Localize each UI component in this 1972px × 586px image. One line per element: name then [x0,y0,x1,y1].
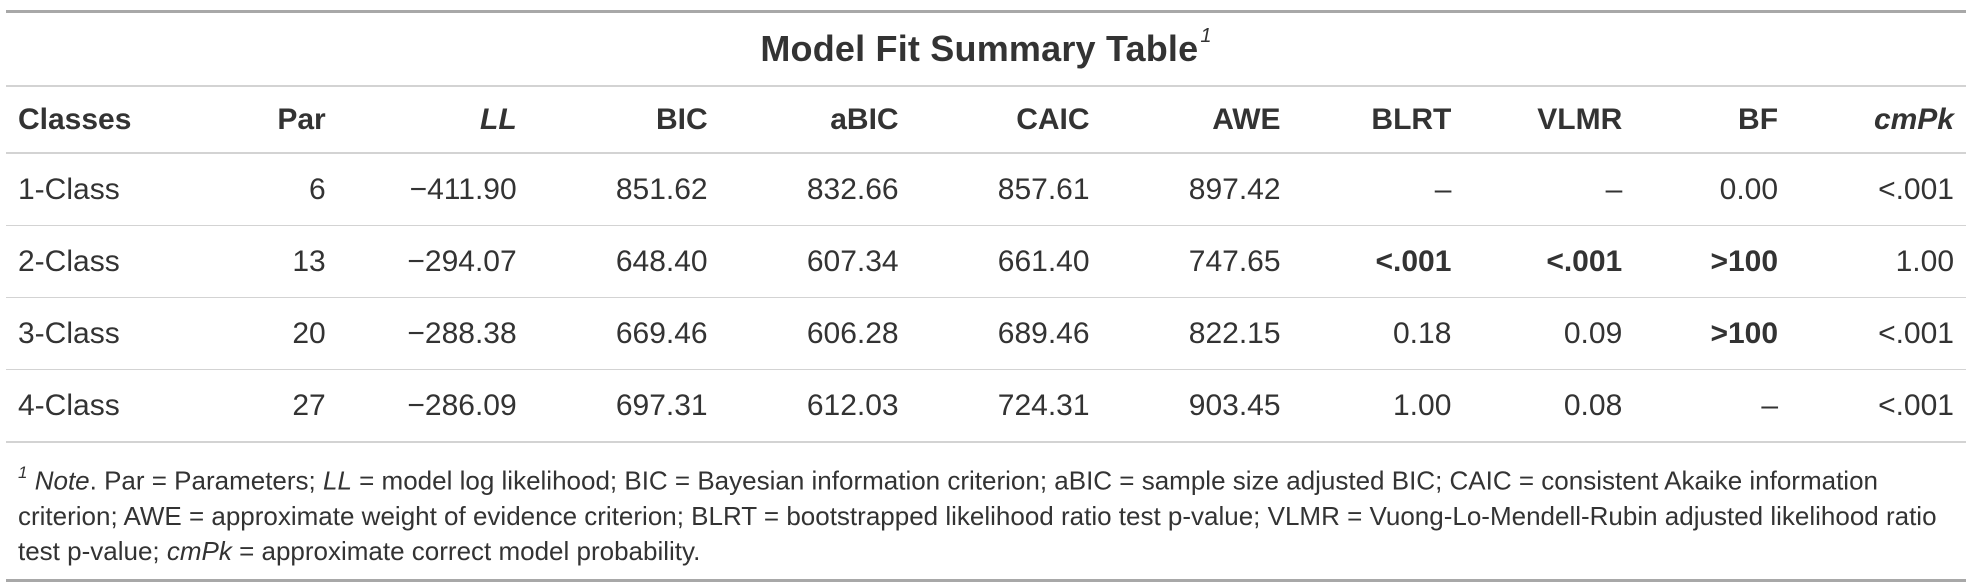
table-cell-par: 20 [186,297,338,370]
table-cell-vlmr: <.001 [1463,225,1635,298]
column-header-blrt: BLRT [1292,87,1464,154]
model-fit-table: Model Fit Summary Table 1 Classes Par LL BIC… [6,10,1966,582]
table-cell-vlmr: – [1463,153,1635,226]
table-cell-abic: 607.34 [719,225,911,298]
table-cell-caic: 724.31 [910,369,1102,443]
table-cell-caic: 857.61 [910,153,1102,226]
column-header-bic: BIC [528,87,720,154]
table-cell-vlmr: 0.08 [1463,369,1635,443]
table-row: 2-Class 13 −294.07 648.40 607.34 661.40 747.65… [6,225,1966,298]
table-cell-abic: 612.03 [719,369,911,443]
table-cell-blrt: 1.00 [1292,369,1464,443]
table-cell-classes: 3-Class [6,297,187,370]
footnote-text: . Par = Parameters; LL = model log likel… [18,466,1937,566]
table-cell-cmpk: <.001 [1790,153,1966,226]
table-cell-bf: >100 [1634,225,1791,298]
column-header-awe: AWE [1101,87,1293,154]
table-cell-blrt: – [1292,153,1464,226]
table-cell-ll: −294.07 [337,225,529,298]
title-footnote-mark: 1 [1200,25,1212,47]
table-cell-classes: 4-Class [6,369,187,443]
footnote-segment: = model log likelihood; BIC = Bayesian i… [18,465,1937,566]
column-header-cmpk: cmPk [1790,87,1966,154]
table-body: 1-Class 6 −411.90 851.62 832.66 857.61 897.42–… [6,153,1966,443]
footnote-segment: LL [323,465,352,496]
table-row: 4-Class 27 −286.09 697.31 612.03 724.31 903.45… [6,369,1966,443]
table-cell-classes: 2-Class [6,225,187,298]
table-cell-blrt: 0.18 [1292,297,1464,370]
column-header-vlmr: VLMR [1463,87,1635,154]
column-header-caic: CAIC [910,87,1102,154]
footnote-mark: 1 [18,463,28,482]
table-row: 1-Class 6 −411.90 851.62 832.66 857.61 897.42–… [6,153,1966,226]
table-cell-caic: 661.40 [910,225,1102,298]
column-header-ll: LL [337,87,529,154]
table-cell-awe: 822.15 [1101,297,1293,370]
table-cell-caic: 689.46 [910,297,1102,370]
table-cell-abic: 832.66 [719,153,911,226]
column-header-par: Par [186,87,338,154]
table-cell-ll: −288.38 [337,297,529,370]
table-cell-cmpk: <.001 [1790,369,1966,443]
footnote-label: Note [34,465,90,496]
column-header-bf: BF [1634,87,1791,154]
table-cell-par: 6 [186,153,338,226]
table-cell-blrt: <.001 [1292,225,1464,298]
table-cell-vlmr: 0.09 [1463,297,1635,370]
table-title: Model Fit Summary Table 1 [760,25,1212,70]
table-cell-awe: 747.65 [1101,225,1293,298]
table-cell-cmpk: <.001 [1790,297,1966,370]
table-cell-bic: 648.40 [528,225,720,298]
table-cell-bf: – [1634,369,1791,443]
table-cell-cmpk: 1.00 [1790,225,1966,298]
footnote-segment: cmPk [166,535,232,566]
table-cell-abic: 606.28 [719,297,911,370]
table-cell-ll: −286.09 [337,369,529,443]
table-cell-awe: 897.42 [1101,153,1293,226]
table-header-row: Classes Par LL BIC aBIC CAIC AWE BLRT VLMR BF cmPk [6,87,1966,154]
table-title-text: Model Fit Summary Table [760,28,1199,69]
table-cell-bf: >100 [1634,297,1791,370]
table-footnote: 1 Note. Par = Parameters; LL = model log… [6,443,1966,579]
fit-table: Classes Par LL BIC aBIC CAIC AWE BLRT VLMR BF cmPk… [6,87,1966,443]
table-cell-par: 27 [186,369,338,443]
table-cell-awe: 903.45 [1101,369,1293,443]
table-cell-par: 13 [186,225,338,298]
table-cell-bic: 669.46 [528,297,720,370]
table-cell-bf: 0.00 [1634,153,1791,226]
column-header-abic: aBIC [719,87,911,154]
footnote-segment: = approximate correct model probability. [231,535,701,566]
footnote-segment: . Par = Parameters; [89,465,323,496]
table-row: 3-Class 20 −288.38 669.46 606.28 689.46 822.15… [6,297,1966,370]
table-title-row: Model Fit Summary Table 1 [6,13,1966,87]
table-cell-bic: 851.62 [528,153,720,226]
table-cell-classes: 1-Class [6,153,187,226]
column-header-classes: Classes [6,87,187,154]
table-cell-ll: −411.90 [337,153,529,226]
table-cell-bic: 697.31 [528,369,720,443]
